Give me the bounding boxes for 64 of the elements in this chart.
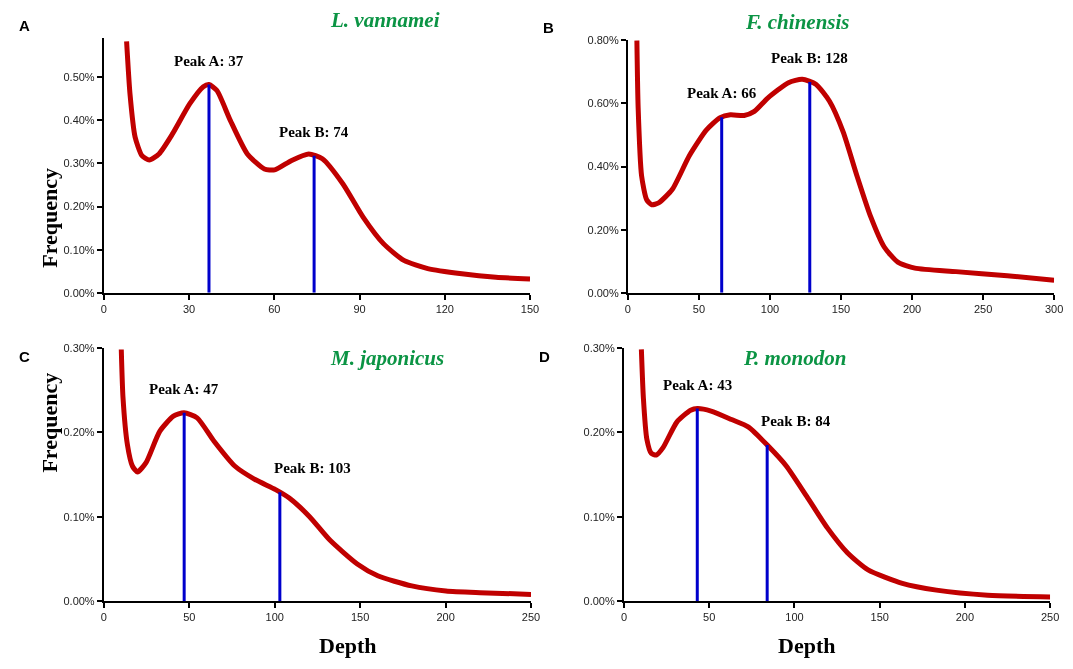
text: C — [19, 348, 30, 365]
chart-title: L. vannamei — [330, 8, 440, 32]
x-tick-label: 50 — [183, 611, 196, 624]
x-tick-label: 50 — [692, 302, 706, 315]
x-axis-title: Depth — [319, 633, 377, 658]
x-tick-label: 200 — [955, 611, 975, 624]
y-tick-label: 0.80% — [587, 34, 619, 47]
y-tick-label: 0.30% — [583, 341, 615, 354]
x-tick-label: 150 — [350, 611, 370, 624]
y-tick-label: 0.10% — [63, 510, 95, 523]
ref-line-label: Peak B: 74 — [279, 124, 349, 140]
y-axis-title: Frequency — [36, 167, 62, 268]
x-tick-label: 30 — [182, 302, 196, 315]
y-tick-label: 0.10% — [63, 243, 95, 256]
x-tick-label: 300 — [1044, 302, 1064, 315]
y-tick-label: 0.40% — [63, 114, 95, 127]
y-tick-label: 0.50% — [63, 71, 95, 84]
text: B — [543, 19, 554, 36]
x-tick-label: 60 — [268, 302, 281, 315]
x-tick-label: 0 — [620, 611, 628, 624]
y-tick-label: 0.20% — [587, 223, 619, 236]
x-tick-label: 100 — [265, 611, 284, 624]
x-tick-label: 150 — [831, 302, 851, 315]
ref-line-label: Peak B: 84 — [761, 413, 831, 429]
y-tick-label: 0.20% — [583, 426, 615, 439]
ref-line-label: Peak B: 128 — [771, 50, 848, 66]
x-tick-label: 150 — [520, 302, 540, 315]
x-tick-label: 50 — [703, 611, 716, 624]
x-tick-label: 90 — [353, 302, 366, 315]
chart-title: F. chinensis — [745, 10, 850, 34]
y-axis-title: Frequency — [36, 372, 62, 473]
x-tick-label: 100 — [785, 611, 804, 624]
x-tick-label: 0 — [100, 302, 107, 315]
chart-title: M. japonicus — [330, 346, 445, 370]
chart-title: P. monodon — [743, 346, 847, 370]
x-axis-title: Depth — [778, 633, 836, 658]
y-tick-label: 0.00% — [63, 594, 95, 607]
ref-line-label: Peak A: 66 — [687, 85, 757, 101]
ref-line-label: Peak A: 43 — [663, 377, 733, 393]
x-tick-label: 0 — [100, 611, 107, 624]
y-tick-label: 0.10% — [583, 510, 615, 523]
x-tick-label: 250 — [973, 302, 993, 315]
y-tick-label: 0.00% — [63, 286, 95, 299]
y-tick-label: 0.20% — [63, 426, 95, 439]
y-tick-label: 0.00% — [583, 594, 615, 607]
ref-line-label: Peak B: 103 — [274, 460, 351, 476]
x-tick-label: 150 — [870, 611, 889, 624]
x-tick-label: 200 — [436, 611, 455, 624]
ref-line-label: Peak A: 37 — [174, 53, 244, 69]
text: D — [539, 348, 550, 365]
y-tick-label: 0.20% — [63, 200, 95, 213]
x-tick-label: 0 — [624, 302, 631, 315]
y-tick-label: 0.00% — [587, 286, 619, 299]
y-tick-label: 0.30% — [63, 341, 95, 354]
x-tick-label: 250 — [521, 611, 541, 624]
y-tick-label: 0.60% — [587, 97, 619, 110]
y-tick-label: 0.40% — [587, 160, 619, 173]
x-tick-label: 100 — [760, 302, 780, 315]
x-tick-label: 120 — [435, 302, 454, 315]
ref-line-label: Peak A: 47 — [149, 381, 219, 397]
x-tick-label: 250 — [1040, 611, 1060, 624]
x-tick-label: 200 — [902, 302, 922, 315]
y-tick-label: 0.30% — [63, 157, 95, 170]
text: A — [19, 17, 30, 34]
